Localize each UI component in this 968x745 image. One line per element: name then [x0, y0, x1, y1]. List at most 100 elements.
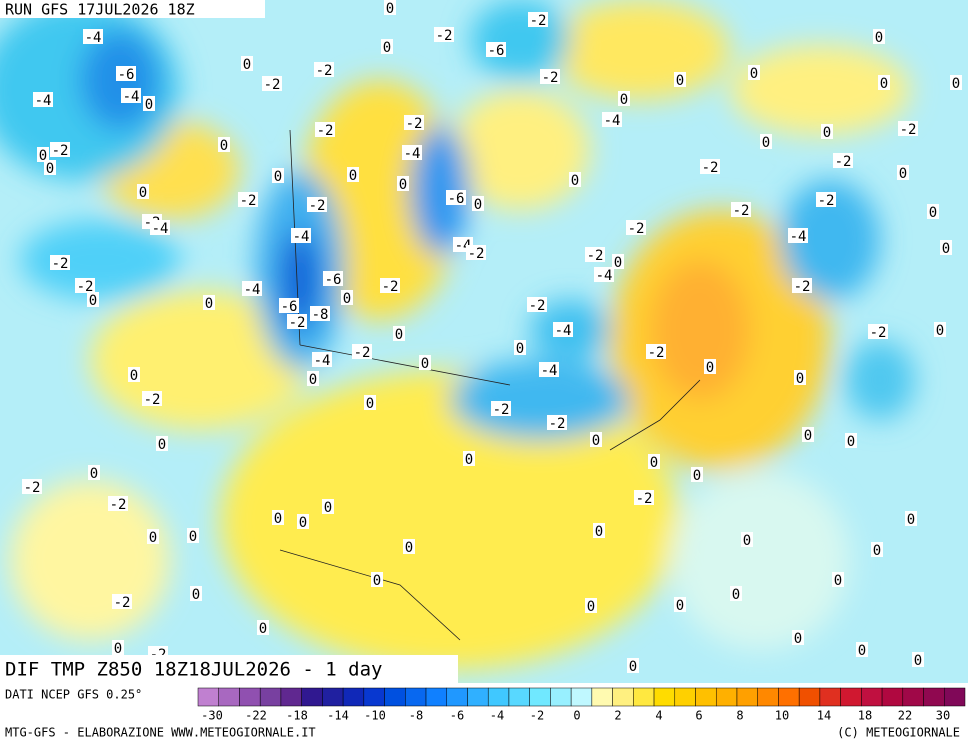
colorbar-swatch [819, 687, 841, 707]
colorbar-tick-label: -8 [409, 709, 423, 723]
contour-label-bg [873, 29, 885, 44]
contour-label-bg [238, 192, 258, 207]
colorbar-tick-label: -14 [327, 709, 349, 723]
contour-label: 0 [366, 396, 374, 412]
contour-label: -2 [549, 416, 566, 432]
contour-label: 0 [929, 205, 937, 221]
contour-label-bg [187, 528, 199, 543]
contour-label-bg [821, 124, 833, 139]
colorbar-tick-label: 18 [858, 709, 872, 723]
contour-label-bg [218, 137, 230, 152]
contour-label: 0 [259, 621, 267, 637]
contour-label-bg [262, 76, 282, 91]
colorbar-swatch [715, 687, 738, 707]
colorbar-swatch [342, 687, 365, 707]
contour-label-bg [634, 490, 654, 505]
contour-label-bg [748, 65, 760, 80]
contour-label-bg [364, 395, 376, 410]
contour-label: 0 [189, 529, 197, 545]
contour-label-bg [626, 220, 646, 235]
contour-label: 0 [614, 255, 622, 271]
contour-label: 0 [907, 512, 915, 528]
contour-label: -2 [354, 345, 371, 361]
run-box [0, 0, 265, 18]
contour-label: -6 [118, 67, 135, 83]
contour-label-bg [905, 511, 917, 526]
contour-label: -4 [293, 229, 310, 245]
contour-label: -2 [436, 28, 453, 44]
contour-label: -2 [114, 595, 131, 611]
contour-label: -2 [900, 122, 917, 138]
colorbar-swatch [384, 687, 406, 707]
contour-label-bg [816, 192, 836, 207]
contour-label-bg [190, 586, 202, 601]
contour-label: 0 [880, 76, 888, 92]
contour-label-bg [731, 202, 751, 217]
contour-label: 0 [465, 452, 473, 468]
contour-label: -2 [628, 221, 645, 237]
contour-label-bg [878, 75, 890, 90]
contour-label-bg [88, 465, 100, 480]
contour-label: -2 [794, 279, 811, 295]
colorbar-swatch [923, 687, 945, 707]
colorbar-tick-label: -22 [245, 709, 267, 723]
contour-label-bg [540, 69, 560, 84]
contour-label: 0 [732, 587, 740, 603]
contour-label: 0 [139, 185, 147, 201]
contour-label: -2 [835, 154, 852, 170]
colorbar-tick-label: 6 [695, 709, 702, 723]
contour-label-bg [87, 292, 99, 307]
contour-label-bg [341, 290, 353, 305]
contour-label: -2 [733, 203, 750, 219]
contour-label-bg [272, 168, 284, 183]
colorbar-swatch [570, 687, 593, 707]
contour-label-bg [143, 96, 155, 111]
contour-label: -2 [493, 402, 510, 418]
contour-label: -4 [790, 229, 807, 245]
contour-label: -4 [35, 93, 52, 109]
contour-label: -2 [542, 70, 559, 86]
contour-label: -2 [240, 193, 257, 209]
contour-label-bg [868, 324, 888, 339]
contour-label: -6 [325, 272, 342, 288]
contour-label-bg [312, 352, 332, 367]
contour-label: 0 [343, 291, 351, 307]
contour-label-bg [419, 355, 431, 370]
contour-label: 0 [324, 500, 332, 516]
contour-label: -4 [314, 353, 331, 369]
contour-label: 0 [693, 468, 701, 484]
colorbar-swatch [508, 687, 530, 707]
contour-label-bg [833, 153, 853, 168]
contour-label-bg [279, 298, 299, 313]
contour-label: -2 [77, 279, 94, 295]
contour-label: -4 [596, 268, 613, 284]
colorbar-swatch [322, 687, 344, 707]
colorbar-tick-label: -4 [490, 709, 504, 723]
colorbar-swatch [591, 687, 613, 707]
contour-label: -2 [382, 279, 399, 295]
colorbar-tick-label: 2 [614, 709, 621, 723]
colorbar-tick-label: 14 [817, 709, 831, 723]
contour-label: 0 [205, 296, 213, 312]
title-box [0, 655, 458, 683]
colorbar-swatch [695, 687, 717, 707]
contour-label: 0 [794, 631, 802, 647]
contour-label-bg [792, 278, 812, 293]
contour-label: -2 [529, 298, 546, 314]
contour-label: 0 [875, 30, 883, 46]
contour-label-bg [315, 122, 335, 137]
contour-label: 0 [676, 73, 684, 89]
colorbar-swatch [425, 687, 448, 707]
contour-label: -6 [281, 299, 298, 315]
colorbar-swatch [197, 687, 219, 707]
contour-label: -4 [152, 221, 169, 237]
contour-label-bg [802, 427, 814, 442]
contour-label: 0 [399, 177, 407, 193]
contour-label-bg [691, 467, 703, 482]
contour-label: 0 [823, 125, 831, 141]
contour-label: 0 [421, 356, 429, 372]
colorbar-swatch [446, 687, 468, 707]
